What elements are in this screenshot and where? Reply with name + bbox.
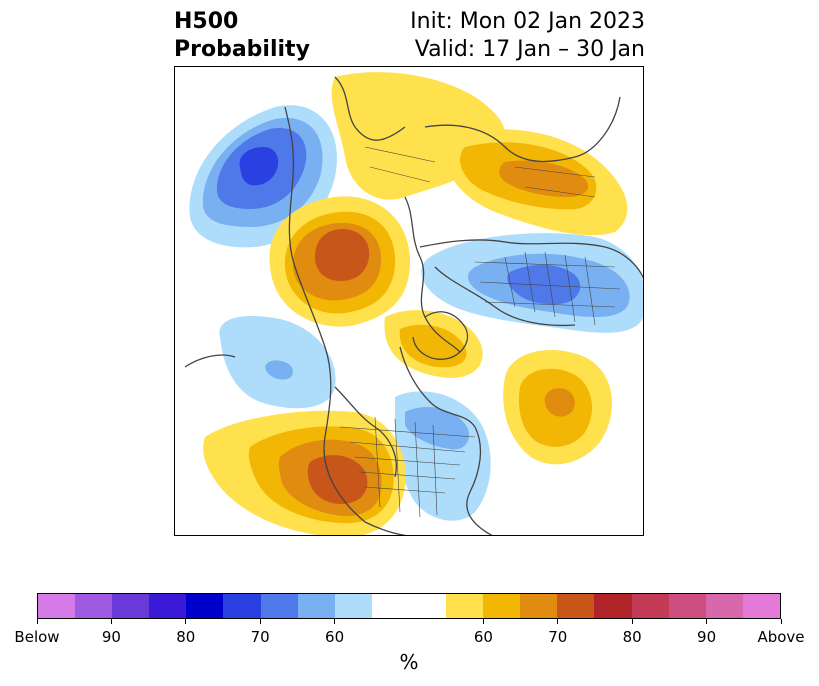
contour-a70: [315, 229, 370, 281]
colorbar-tick: [482, 619, 484, 624]
title-line-2: Probability: [174, 37, 310, 62]
colorbar-segment: [112, 594, 150, 618]
colorbar-segment: [520, 594, 558, 618]
colorbar-segment: [557, 594, 595, 618]
positive-anomaly-arctic: [331, 72, 628, 236]
colorbar-tick-label: Above: [757, 628, 805, 646]
map-title: H500 Probability: [174, 8, 310, 64]
colorbar-segment: [631, 594, 669, 618]
colorbar-segment: [334, 594, 372, 618]
contour-a65: [499, 160, 589, 197]
colorbar: [37, 593, 781, 619]
valid-range: Valid: 17 Jan – 30 Jan: [414, 37, 645, 62]
title-line-1: H500: [174, 9, 239, 34]
colorbar-tick: [631, 619, 633, 624]
colorbar-tick: [780, 619, 782, 624]
contour-a65: [544, 388, 575, 417]
borders: [339, 146, 621, 518]
contour-a60: [399, 324, 467, 368]
positive-anomaly-westus: [203, 410, 406, 535]
colorbar-tick: [36, 619, 38, 624]
colorbar-segment: [742, 594, 780, 618]
coastlines: [184, 76, 643, 535]
negative-anomaly-eastpacific: [219, 316, 336, 409]
colorbar-unit-label: %: [399, 650, 419, 674]
init-date: Init: Mon 02 Jan 2023: [410, 9, 645, 34]
negative-anomaly-eastus: [395, 391, 491, 521]
colorbar-tick: [334, 619, 336, 624]
colorbar-segment: [149, 594, 187, 618]
colorbar-tick-label: 60: [473, 628, 493, 646]
colorbar-tick: [185, 619, 187, 624]
colorbar-segment: [446, 594, 484, 618]
colorbar-segment: [594, 594, 632, 618]
probability-map: [174, 66, 644, 536]
contour-b70: [507, 264, 581, 305]
contour-a70: [307, 455, 368, 504]
colorbar-segment: [408, 594, 447, 618]
colorbar-segment: [371, 594, 409, 618]
colorbar-tick-label: 90: [697, 628, 717, 646]
colorbar-segment: [705, 594, 743, 618]
colorbar-tick-label: 70: [250, 628, 270, 646]
colorbar-segment: [297, 594, 335, 618]
date-info: Init: Mon 02 Jan 2023 Valid: 17 Jan – 30…: [410, 8, 645, 64]
colorbar-tick: [557, 619, 559, 624]
contour-b65: [265, 360, 293, 380]
colorbar-tick: [259, 619, 261, 624]
projection-edge: [175, 282, 181, 316]
colorbar-tick-label: Below: [14, 628, 60, 646]
colorbar-tick: [110, 619, 112, 624]
colorbar-tick-label: 80: [622, 628, 642, 646]
colorbar-segment: [223, 594, 261, 618]
colorbar-tick: [706, 619, 708, 624]
colorbar-segment: [75, 594, 113, 618]
colorbar-tick-label: 90: [101, 628, 121, 646]
contour-b65: [405, 407, 470, 450]
colorbar-segment: [260, 594, 298, 618]
colorbar-tick-label: 60: [325, 628, 345, 646]
colorbar-segment: [668, 594, 706, 618]
colorbar-tick-label: 70: [548, 628, 568, 646]
colorbar-segment: [38, 594, 76, 618]
contour-b80: [239, 147, 279, 186]
colorbar-segment: [186, 594, 224, 618]
map-svg: [175, 72, 643, 535]
positive-anomaly-atlantic: [503, 349, 612, 465]
colorbar-segment: [483, 594, 521, 618]
colorbar-tick-label: 80: [176, 628, 196, 646]
